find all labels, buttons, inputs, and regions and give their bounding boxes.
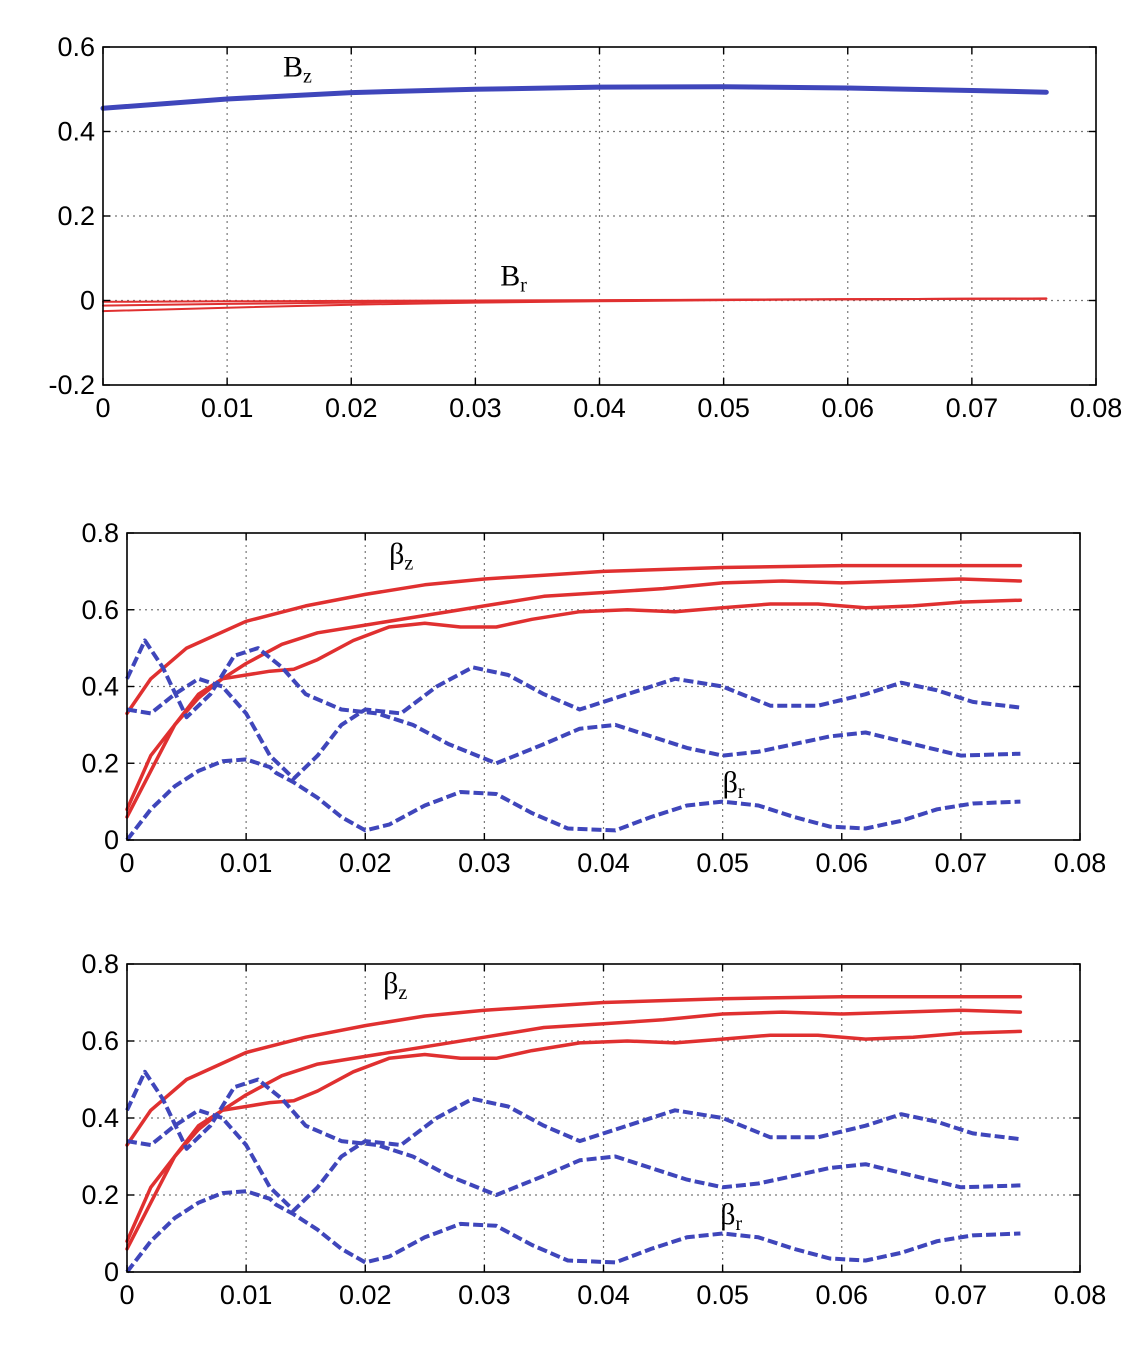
beta-plot-2: 0 0.01 0.02 0.03 0.04 0.05 0.06 0.07 0.08 0 0.2 0.4… [81,949,1106,1310]
x-tick-label: 0.01 [220,848,273,878]
x-tick-label: 0.02 [339,848,392,878]
series-annotation: βz [389,538,413,575]
series-annotation: Br [500,260,527,297]
solid-red-series-line [125,1008,1023,1243]
x-tick-label: 0.02 [339,1280,392,1310]
x-tick-label: 0.05 [696,848,749,878]
annotation-base: B [283,51,303,84]
series-annotation: βr [723,766,745,803]
x-tick-label: 0.04 [573,393,626,423]
x-tick-label: 0.05 [696,1280,749,1310]
solid-red-series-line [125,1029,1023,1251]
solid-red-series-line [125,994,1023,1147]
y-tick-label: -0.2 [48,370,95,400]
annotation-base: B [500,260,520,293]
y-tick-label: 0 [104,825,119,855]
annotation-base: β [383,967,398,1000]
x-tick-label: 0.08 [1054,1280,1107,1310]
x-tick-label: 0 [95,393,110,423]
annotation-subscript: z [404,553,413,575]
y-tick-label: 0.6 [81,595,119,625]
x-tick-label: 0.01 [220,1280,273,1310]
dashed-blue-series-line [126,1096,1021,1213]
x-tick-label: 0.04 [577,848,630,878]
y-tick-label: 0.4 [81,1103,119,1133]
annotation-base: β [723,766,738,799]
annotation-subscript: r [738,781,745,803]
x-tick-label: 0 [119,1280,134,1310]
series-annotation: Bz [283,51,312,88]
x-tick-label: 0.03 [458,848,511,878]
y-tick-label: 0.8 [81,518,119,548]
solid-red-series-line [125,577,1023,812]
dashed-blue-series-line [125,1069,1021,1197]
y-tick-label: 0.4 [81,672,119,702]
y-tick-label: 0.2 [81,748,119,778]
y-tick-label: 0.6 [81,1026,119,1056]
y-tick-label: 0 [80,286,95,316]
x-tick-label: 0.04 [577,1280,630,1310]
y-tick-label: 0.2 [57,201,95,231]
bfield-plot: 0 0.01 0.02 0.03 0.04 0.05 0.06 0.07 0.08-0.200.… [48,32,1122,423]
x-tick-label: 0.08 [1070,393,1123,423]
x-tick-label: 0 [119,848,134,878]
y-tick-label: 0.4 [57,117,95,147]
y-tick-label: 0.6 [57,32,95,62]
annotation-base: β [389,538,404,571]
series-annotation: βz [383,967,407,1004]
dashed-blue-series-line [125,1189,1021,1274]
x-tick-label: 0.07 [935,1280,988,1310]
solid-red-series-line [125,563,1023,716]
annotation-subscript: r [520,275,527,297]
dashed-blue-series-line [125,638,1021,766]
annotation-base: β [720,1198,735,1231]
beta-plot-1: 0 0.01 0.02 0.03 0.04 0.05 0.06 0.07 0.08 0 0.2 0.4… [81,518,1106,878]
x-tick-label: 0.01 [201,393,254,423]
x-tick-label: 0.03 [449,393,502,423]
x-tick-label: 0.02 [325,393,378,423]
x-tick-label: 0.07 [935,848,988,878]
y-tick-label: 0.8 [81,949,119,979]
dashed-blue-series-line [125,757,1021,842]
x-tick-label: 0.07 [946,393,999,423]
annotation-subscript: z [303,66,312,88]
dashed-blue-series-line [126,665,1021,781]
x-tick-label: 0.03 [458,1280,511,1310]
x-tick-label: 0.06 [815,1280,868,1310]
x-tick-label: 0.05 [697,393,750,423]
annotation-subscript: r [736,1213,743,1235]
y-tick-label: 0 [104,1257,119,1287]
solid-red-series-line [125,598,1023,819]
series-annotation: βr [720,1198,742,1235]
x-tick-label: 0.06 [815,848,868,878]
x-tick-label: 0.08 [1054,848,1107,878]
solid-blue-series-line [100,84,1049,111]
solid-red-series-line [102,297,1048,313]
annotation-subscript: z [398,982,407,1004]
y-tick-label: 0.2 [81,1180,119,1210]
x-tick-label: 0.06 [821,393,874,423]
